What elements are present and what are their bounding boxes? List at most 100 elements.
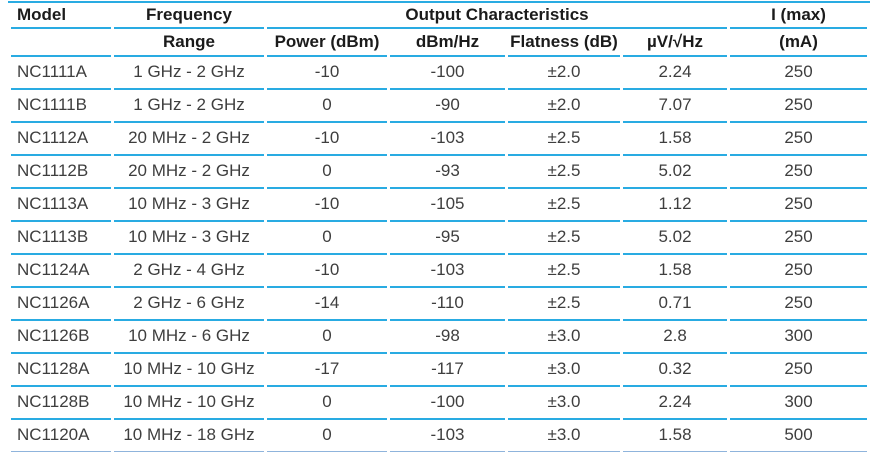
model-cell: NC1124A — [11, 255, 111, 288]
uv-sqrt-hz-cell: 1.12 — [623, 189, 728, 222]
table-row: NC1111A 1 GHz - 2 GHz -10 -100 ±2.0 2.24 250 — [11, 57, 868, 90]
col-header-model: Model — [11, 3, 111, 29]
uv-sqrt-hz-cell: 2.24 — [623, 57, 728, 90]
frequency-range-cell: 10 MHz - 3 GHz — [114, 189, 264, 222]
power-cell: -10 — [267, 255, 387, 288]
flatness-cell: ±2.5 — [508, 189, 620, 222]
i-max-cell: 250 — [730, 354, 868, 387]
table-row: NC1124A 2 GHz - 4 GHz -10 -103 ±2.5 1.58 250 — [11, 255, 868, 288]
dbm-hz-cell: -103 — [390, 420, 505, 452]
flatness-cell: ±2.5 — [508, 123, 620, 156]
col-subheader-dbm-hz: dBm/Hz — [390, 29, 505, 57]
spec-table-body: NC1111A 1 GHz - 2 GHz -10 -100 ±2.0 2.24 250 NC… — [11, 57, 868, 452]
i-max-cell: 300 — [730, 387, 868, 420]
frequency-range-cell: 20 MHz - 2 GHz — [114, 156, 264, 189]
dbm-hz-cell: -117 — [390, 354, 505, 387]
model-cell: NC1111B — [11, 90, 111, 123]
dbm-hz-cell: -98 — [390, 321, 505, 354]
table-row: NC1112A 20 MHz - 2 GHz -10 -103 ±2.5 1.58 250 — [11, 123, 868, 156]
dbm-hz-cell: -105 — [390, 189, 505, 222]
col-subheader-uv-sqrt-hz: µV/√Hz — [623, 29, 728, 57]
power-cell: 0 — [267, 321, 387, 354]
spec-table: Model Frequency Output Characteristics I… — [8, 1, 871, 452]
col-subheader-power: Power (dBm) — [267, 29, 387, 57]
model-cell: NC1112A — [11, 123, 111, 156]
i-max-cell: 250 — [730, 123, 868, 156]
i-max-cell: 250 — [730, 288, 868, 321]
model-cell: NC1111A — [11, 57, 111, 90]
table-row: NC1126B 10 MHz - 6 GHz 0 -98 ±3.0 2.8 300 — [11, 321, 868, 354]
dbm-hz-cell: -95 — [390, 222, 505, 255]
col-header-frequency: Frequency — [114, 3, 264, 29]
table-row: NC1113B 10 MHz - 3 GHz 0 -95 ±2.5 5.02 250 — [11, 222, 868, 255]
i-max-cell: 500 — [730, 420, 868, 452]
power-cell: -10 — [267, 57, 387, 90]
col-subheader-range: Range — [114, 29, 264, 57]
uv-sqrt-hz-cell: 5.02 — [623, 156, 728, 189]
table-row: NC1112B 20 MHz - 2 GHz 0 -93 ±2.5 5.02 250 — [11, 156, 868, 189]
uv-sqrt-hz-cell: 1.58 — [623, 255, 728, 288]
power-cell: 0 — [267, 387, 387, 420]
model-cell: NC1126A — [11, 288, 111, 321]
dbm-hz-cell: -90 — [390, 90, 505, 123]
power-cell: -14 — [267, 288, 387, 321]
header-sub-row: Range Power (dBm) dBm/Hz Flatness (dB) µ… — [11, 29, 868, 57]
frequency-range-cell: 10 MHz - 6 GHz — [114, 321, 264, 354]
col-subheader-empty — [11, 29, 111, 57]
flatness-cell: ±3.0 — [508, 321, 620, 354]
model-cell: NC1128B — [11, 387, 111, 420]
header-group-row: Model Frequency Output Characteristics I… — [11, 3, 868, 29]
flatness-cell: ±2.5 — [508, 255, 620, 288]
flatness-cell: ±2.0 — [508, 90, 620, 123]
flatness-cell: ±2.5 — [508, 288, 620, 321]
flatness-cell: ±2.5 — [508, 156, 620, 189]
table-row: NC1120A 10 MHz - 18 GHz 0 -103 ±3.0 1.58 500 — [11, 420, 868, 452]
col-header-i-max: I (max) — [730, 3, 868, 29]
frequency-range-cell: 20 MHz - 2 GHz — [114, 123, 264, 156]
uv-sqrt-hz-cell: 7.07 — [623, 90, 728, 123]
power-cell: -10 — [267, 189, 387, 222]
table-row: NC1128A 10 MHz - 10 GHz -17 -117 ±3.0 0.32 250 — [11, 354, 868, 387]
dbm-hz-cell: -103 — [390, 123, 505, 156]
i-max-cell: 250 — [730, 255, 868, 288]
power-cell: -10 — [267, 123, 387, 156]
i-max-cell: 300 — [730, 321, 868, 354]
table-row: NC1128B 10 MHz - 10 GHz 0 -100 ±3.0 2.24 300 — [11, 387, 868, 420]
col-header-output-characteristics: Output Characteristics — [267, 3, 728, 29]
i-max-cell: 250 — [730, 156, 868, 189]
power-cell: -17 — [267, 354, 387, 387]
frequency-range-cell: 10 MHz - 3 GHz — [114, 222, 264, 255]
table-row: NC1126A 2 GHz - 6 GHz -14 -110 ±2.5 0.71 250 — [11, 288, 868, 321]
i-max-cell: 250 — [730, 90, 868, 123]
dbm-hz-cell: -100 — [390, 387, 505, 420]
col-subheader-ma: (mA) — [730, 29, 868, 57]
col-subheader-flatness: Flatness (dB) — [508, 29, 620, 57]
i-max-cell: 250 — [730, 57, 868, 90]
flatness-cell: ±2.5 — [508, 222, 620, 255]
power-cell: 0 — [267, 222, 387, 255]
flatness-cell: ±3.0 — [508, 387, 620, 420]
uv-sqrt-hz-cell: 5.02 — [623, 222, 728, 255]
table-row: NC1113A 10 MHz - 3 GHz -10 -105 ±2.5 1.12 250 — [11, 189, 868, 222]
uv-sqrt-hz-cell: 1.58 — [623, 123, 728, 156]
uv-sqrt-hz-cell: 1.58 — [623, 420, 728, 452]
frequency-range-cell: 1 GHz - 2 GHz — [114, 90, 264, 123]
i-max-cell: 250 — [730, 222, 868, 255]
uv-sqrt-hz-cell: 0.32 — [623, 354, 728, 387]
dbm-hz-cell: -103 — [390, 255, 505, 288]
power-cell: 0 — [267, 420, 387, 452]
spec-table-header: Model Frequency Output Characteristics I… — [11, 3, 868, 57]
model-cell: NC1113A — [11, 189, 111, 222]
dbm-hz-cell: -100 — [390, 57, 505, 90]
frequency-range-cell: 2 GHz - 6 GHz — [114, 288, 264, 321]
frequency-range-cell: 10 MHz - 10 GHz — [114, 387, 264, 420]
dbm-hz-cell: -110 — [390, 288, 505, 321]
frequency-range-cell: 1 GHz - 2 GHz — [114, 57, 264, 90]
uv-sqrt-hz-cell: 2.24 — [623, 387, 728, 420]
frequency-range-cell: 10 MHz - 10 GHz — [114, 354, 264, 387]
flatness-cell: ±3.0 — [508, 354, 620, 387]
frequency-range-cell: 2 GHz - 4 GHz — [114, 255, 264, 288]
model-cell: NC1113B — [11, 222, 111, 255]
model-cell: NC1112B — [11, 156, 111, 189]
i-max-cell: 250 — [730, 189, 868, 222]
